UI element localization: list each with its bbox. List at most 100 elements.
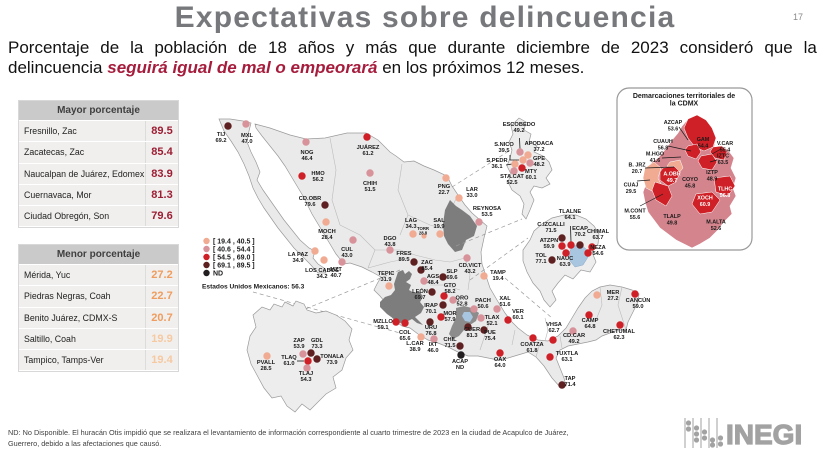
svg-text:48.9: 48.9 [707, 177, 718, 183]
svg-text:62.7: 62.7 [548, 328, 559, 334]
svg-text:60.1: 60.1 [512, 315, 523, 321]
svg-text:28.8: 28.8 [419, 231, 428, 236]
svg-text:[ 69.1 , 89.5 ]: [ 69.1 , 89.5 ] [213, 262, 255, 269]
svg-text:65.6: 65.6 [399, 336, 410, 342]
svg-text:VER: VER [512, 309, 524, 315]
svg-text:STA.CAT: STA.CAT [500, 174, 524, 180]
svg-text:MXL: MXL [241, 133, 254, 139]
svg-text:M.HGO: M.HGO [646, 152, 664, 158]
svg-text:LAR: LAR [466, 187, 478, 193]
svg-text:LEÓN: LEÓN [412, 287, 428, 295]
svg-text:TLAQ: TLAQ [281, 355, 297, 361]
svg-text:20.7: 20.7 [632, 169, 643, 175]
svg-text:36.1: 36.1 [491, 164, 502, 170]
svg-text:REYNOSA: REYNOSA [473, 206, 501, 212]
svg-text:77.1: 77.1 [535, 259, 546, 265]
svg-text:54.4: 54.4 [698, 144, 709, 150]
svg-text:LAG: LAG [405, 218, 418, 224]
svg-text:63.7: 63.7 [592, 235, 603, 241]
svg-text:59.9: 59.9 [543, 244, 554, 250]
svg-text:CANCÚN: CANCÚN [626, 297, 651, 304]
svg-text:[ 40.6 , 54.4 ]: [ 40.6 , 54.4 ] [213, 246, 255, 253]
svg-text:61.8: 61.8 [526, 348, 537, 354]
svg-text:S.PEDR: S.PEDR [486, 158, 507, 164]
svg-text:51.6: 51.6 [499, 302, 510, 308]
svg-text:INEGI: INEGI [726, 419, 802, 450]
svg-text:ND: ND [456, 365, 464, 371]
svg-text:MOR: MOR [443, 311, 456, 317]
svg-text:ECAP: ECAP [572, 226, 588, 232]
svg-text:GDL: GDL [311, 338, 324, 344]
svg-text:43.2: 43.2 [464, 269, 475, 275]
svg-text:48.2: 48.2 [533, 162, 544, 168]
svg-text:SLP: SLP [446, 269, 457, 275]
svg-text:TORR: TORR [417, 226, 430, 231]
svg-text:45.8: 45.8 [685, 184, 696, 190]
svg-text:URU: URU [425, 325, 437, 331]
svg-text:AGS: AGS [427, 274, 440, 280]
svg-text:52.8: 52.8 [456, 302, 467, 308]
svg-text:CHETUMAL: CHETUMAL [603, 329, 635, 335]
svg-text:29.5: 29.5 [626, 189, 637, 195]
svg-text:TLHC: TLHC [718, 187, 732, 193]
svg-text:46.0: 46.0 [427, 348, 438, 354]
svg-text:ND: ND [213, 270, 223, 277]
svg-text:52.1: 52.1 [486, 321, 497, 327]
svg-text:60.1: 60.1 [525, 175, 536, 181]
svg-text:CAMP: CAMP [582, 318, 599, 324]
svg-text:49.7: 49.7 [667, 178, 678, 184]
svg-text:M.ALTA: M.ALTA [706, 220, 726, 226]
svg-text:53.5: 53.5 [481, 212, 492, 218]
svg-text:TLAJ: TLAJ [299, 371, 313, 377]
svg-text:49.2: 49.2 [568, 339, 579, 345]
svg-text:HMO: HMO [311, 171, 325, 177]
svg-text:FRES: FRES [396, 251, 411, 257]
svg-text:CUAJ: CUAJ [624, 183, 639, 189]
svg-text:33.0: 33.0 [466, 193, 477, 199]
svg-text:62.3: 62.3 [613, 335, 624, 341]
svg-text:57.9: 57.9 [444, 317, 455, 323]
svg-text:CD.VICT: CD.VICT [459, 263, 482, 269]
svg-text:Demarcaciones territoriales de: Demarcaciones territoriales de [633, 93, 735, 100]
svg-text:28.5: 28.5 [260, 366, 271, 372]
svg-text:COL: COL [399, 330, 412, 336]
svg-text:61.2: 61.2 [362, 151, 373, 157]
svg-text:TUXTLA: TUXTLA [556, 351, 578, 357]
svg-text:MOCH: MOCH [318, 229, 335, 235]
svg-text:CUER: CUER [464, 327, 480, 333]
svg-text:64.1: 64.1 [564, 215, 575, 221]
svg-text:38.9: 38.9 [409, 347, 420, 353]
svg-text:TLALP: TLALP [663, 214, 681, 220]
svg-text:MER: MER [607, 290, 620, 296]
svg-text:19.9: 19.9 [433, 224, 444, 230]
svg-text:NEZA: NEZA [590, 245, 605, 251]
svg-text:58.2: 58.2 [444, 289, 455, 295]
svg-text:31.9: 31.9 [380, 277, 391, 283]
svg-text:CHIL: CHIL [443, 337, 457, 343]
svg-text:34.3: 34.3 [405, 224, 416, 230]
svg-text:CHIMAL: CHIMAL [587, 229, 610, 235]
svg-text:34.2: 34.2 [316, 274, 327, 280]
svg-text:47.0: 47.0 [241, 139, 252, 145]
svg-text:MTY: MTY [525, 169, 537, 175]
svg-text:70.2: 70.2 [574, 232, 585, 238]
svg-text:56.8: 56.8 [720, 193, 731, 199]
svg-text:85.4: 85.4 [421, 266, 433, 272]
svg-text:46.4: 46.4 [301, 156, 313, 162]
svg-text:XOCH: XOCH [697, 196, 713, 202]
svg-text:GPE: GPE [533, 156, 545, 162]
svg-text:61.0: 61.0 [283, 361, 294, 367]
svg-text:54.6: 54.6 [592, 251, 603, 257]
svg-text:CD.CAR: CD.CAR [563, 333, 585, 339]
svg-text:43.0: 43.0 [341, 253, 352, 259]
svg-text:M.CONT: M.CONT [624, 209, 646, 215]
svg-text:PUE: PUE [484, 330, 496, 336]
svg-text:59.1: 59.1 [377, 325, 388, 331]
svg-text:ZAC: ZAC [421, 260, 433, 266]
svg-text:TEPIC: TEPIC [378, 271, 395, 277]
svg-text:CUAUH: CUAUH [653, 139, 673, 145]
svg-text:LOS CABOS: LOS CABOS [305, 268, 339, 274]
svg-text:37.2: 37.2 [533, 147, 544, 153]
svg-text:PACH: PACH [475, 298, 491, 304]
svg-text:CUL: CUL [341, 247, 353, 253]
